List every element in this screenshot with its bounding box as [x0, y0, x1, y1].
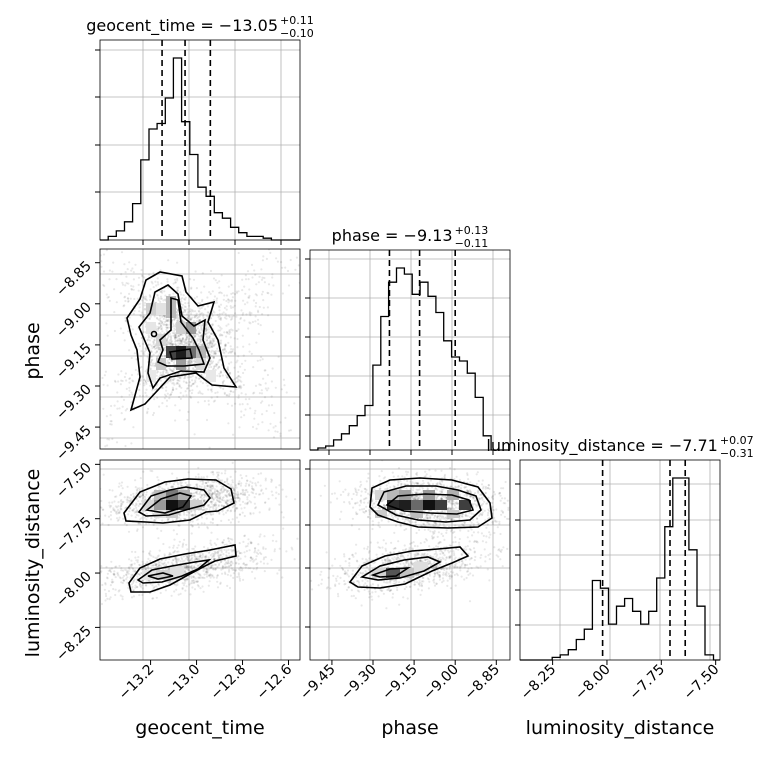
title-geocent-time-value: geocent_time = −13.05 [86, 16, 278, 36]
title-geocent-time-lower: −0.10 [280, 27, 314, 40]
frame-lumdist-hist [519, 459, 721, 661]
x-tick-label: −12.6 [254, 661, 296, 703]
y-tick-label: −8.25 [53, 623, 95, 665]
frame-lumdist-vs-geocent-time [99, 459, 301, 661]
title-geocent-time-upper: +0.11 [280, 14, 314, 27]
x-tick-label: −9.30 [338, 662, 380, 704]
x-ticks-geocent-time: −13.2 −13.0 −12.8 −12.6 [116, 660, 296, 704]
hist-phase-panel: phase = −9.13 +0.13 −0.11 [305, 224, 511, 455]
contours-phase-vs-geocent-time [126, 271, 238, 412]
histogram-geocent-time [100, 57, 300, 241]
histogram-phase [310, 267, 510, 451]
scatter-lumdist-vs-geocent-time-panel: −8.25 −8.00 −7.75 −7.50 −13.2 −13.0 −12.8 −12.… [22, 459, 301, 739]
x-tick-label: −9.15 [379, 662, 421, 704]
y-tick-label: −7.75 [53, 514, 95, 556]
contours-lumdist-vs-geocent-time [123, 478, 237, 593]
x-tick-label: −9.45 [297, 662, 339, 704]
y-tick-label: −8.00 [53, 569, 95, 611]
x-tick-label: −8.00 [572, 662, 614, 704]
frame-lumdist-vs-phase [309, 459, 511, 661]
frame-phase-hist [309, 249, 511, 451]
y-ticks-phase: −9.45−9.30−9.15−9.00−8.85 [53, 258, 100, 464]
x-tick-label: −13.2 [116, 662, 158, 704]
grid-phase-hist [310, 250, 510, 450]
y-axis-label-luminosity-distance: luminosity_distance [22, 469, 44, 658]
scatter-phase-vs-geocent-time-panel: −9.45−9.30−9.15−9.00−8.85 phase [22, 248, 301, 464]
frame-phase-vs-geocent-time [99, 248, 301, 450]
title-lumdist-lower: −0.31 [720, 447, 754, 460]
title-phase: phase = −9.13 +0.13 −0.11 [332, 224, 489, 250]
title-lumdist-upper: +0.07 [720, 434, 754, 447]
y-ticks-lumdist-vs-phase [305, 468, 310, 628]
title-lumdist-value: luminosity_distance = −7.71 [486, 436, 717, 456]
x-tick-label: −9.00 [420, 662, 462, 704]
title-phase-value: phase = −9.13 [332, 226, 453, 245]
ticks-geocent-time-hist [95, 49, 282, 245]
histogram-luminosity-distance [520, 477, 720, 661]
y-ticks-luminosity-distance: −8.25 −8.00 −7.75 −7.50 [53, 460, 100, 665]
x-tick-label: −7.75 [626, 662, 668, 704]
x-axis-label-geocent-time: geocent_time [135, 717, 264, 739]
frame-geocent-time-hist [99, 39, 301, 241]
y-tick-label: −9.30 [53, 382, 95, 424]
title-luminosity-distance: luminosity_distance = −7.71 +0.07 −0.31 [486, 434, 753, 460]
hist-geocent-time-panel: geocent_time = −13.05 +0.11 −0.10 [86, 14, 314, 245]
x-tick-label: −8.85 [461, 662, 503, 704]
grid-geocent-time-hist [100, 40, 300, 240]
title-phase-upper: +0.13 [455, 224, 489, 237]
ticks-phase-hist [305, 258, 494, 455]
x-ticks-luminosity-distance: −8.25 −8.00 −7.75 −7.50 [518, 660, 723, 704]
hist-lumdist-panel: −8.25 −8.00 −7.75 −7.50 luminosity_distance… [486, 434, 753, 739]
y-tick-label: −9.00 [53, 299, 95, 341]
title-geocent-time: geocent_time = −13.05 +0.11 −0.10 [86, 14, 314, 40]
grid-lumdist-hist [520, 460, 720, 660]
title-phase-lower: −0.11 [455, 237, 489, 250]
x-tick-label: −7.50 [681, 662, 723, 704]
y-tick-label: −9.45 [53, 423, 95, 465]
x-tick-label: −13.0 [162, 662, 204, 704]
x-ticks-phase: −9.45 −9.30 −9.15 −9.00 −8.85 [297, 660, 503, 703]
samples-lumdist-vs-phase [310, 460, 510, 610]
y-axis-label-phase: phase [22, 322, 44, 379]
x-tick-label: −12.8 [208, 662, 250, 704]
x-tick-label: −8.25 [518, 662, 560, 704]
y-tick-label: −7.50 [53, 460, 95, 502]
contours-lumdist-vs-phase [348, 477, 493, 589]
ticks-lumdist-hist [515, 483, 520, 626]
quantile-lines-geocent-time [161, 40, 212, 240]
x-axis-label-luminosity-distance: luminosity_distance [526, 717, 715, 739]
y-tick-label: −9.15 [53, 340, 95, 382]
quantile-lines-phase [388, 250, 457, 450]
quantile-lines-luminosity-distance [601, 460, 687, 660]
y-tick-label: −8.85 [53, 258, 95, 300]
x-axis-label-phase: phase [381, 717, 438, 739]
